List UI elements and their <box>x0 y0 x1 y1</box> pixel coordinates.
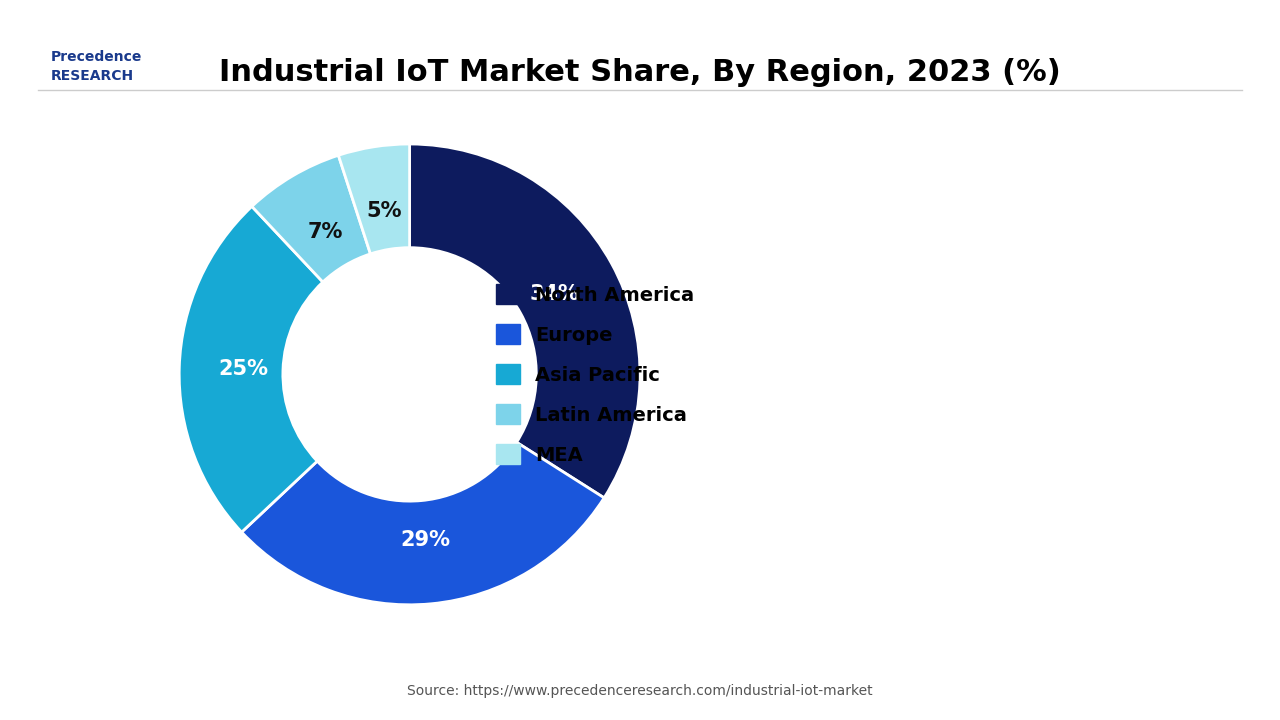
Legend: North America, Europe, Asia Pacific, Latin America, MEA: North America, Europe, Asia Pacific, Lat… <box>489 276 701 472</box>
Text: Source: https://www.precedenceresearch.com/industrial-iot-market: Source: https://www.precedenceresearch.c… <box>407 685 873 698</box>
Text: 7%: 7% <box>307 222 343 242</box>
Text: 25%: 25% <box>219 359 269 379</box>
Text: Precedence
RESEARCH: Precedence RESEARCH <box>51 50 142 83</box>
Wedge shape <box>179 207 323 532</box>
Wedge shape <box>252 156 370 282</box>
Text: Industrial IoT Market Share, By Region, 2023 (%): Industrial IoT Market Share, By Region, … <box>219 58 1061 86</box>
Text: 34%: 34% <box>530 284 580 305</box>
Wedge shape <box>338 144 410 254</box>
Wedge shape <box>410 144 640 498</box>
Text: 29%: 29% <box>401 529 451 549</box>
Text: 5%: 5% <box>366 201 402 220</box>
Wedge shape <box>242 442 604 605</box>
